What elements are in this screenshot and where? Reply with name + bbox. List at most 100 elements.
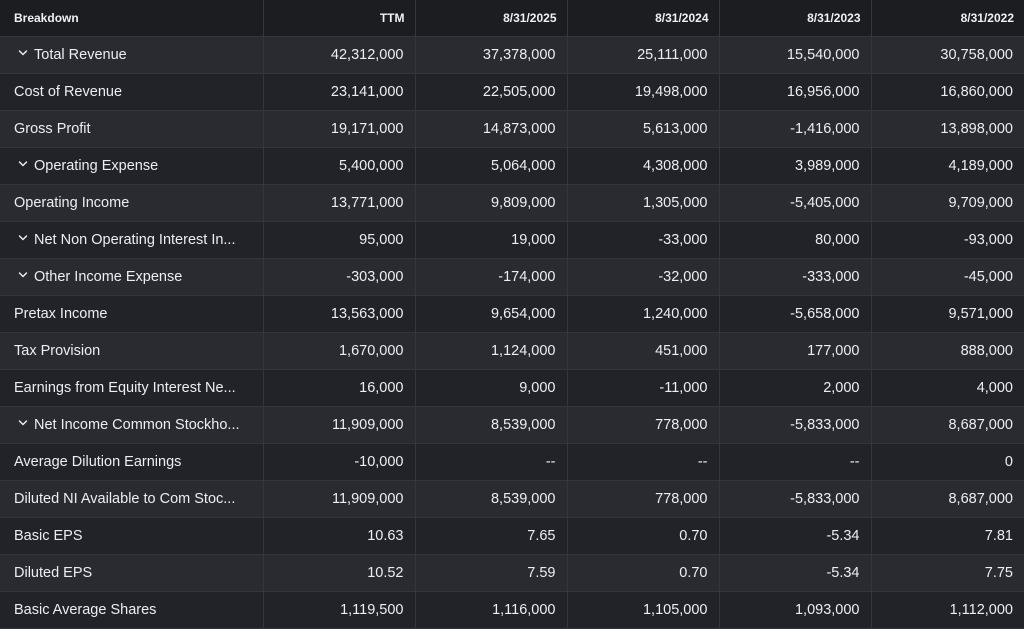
cell-ttm: 16,000: [263, 369, 416, 407]
cell-2022: 8,687,000: [871, 406, 1024, 444]
row-label-text: Basic Average Shares: [14, 602, 157, 619]
cell-2022: 888,000: [871, 332, 1024, 370]
row-label: Cost of Revenue: [0, 73, 264, 111]
cell-2025: 8,539,000: [415, 406, 568, 444]
header-period-2024: 8/31/2024: [567, 0, 720, 37]
row-label: Basic Average Shares: [0, 591, 264, 629]
table-row: Basic Average Shares 1,119,500 1,116,000 1,…: [0, 591, 1024, 629]
row-label-expandable[interactable]: Net Non Operating Interest In...: [0, 221, 264, 259]
cell-2024: 778,000: [567, 480, 720, 518]
cell-ttm: 13,771,000: [263, 184, 416, 222]
table-row[interactable]: Total Revenue 42,312,000 37,378,000 25,111,…: [0, 36, 1024, 74]
table-row: Gross Profit 19,171,000 14,873,000 5,613,00…: [0, 110, 1024, 148]
cell-2025: 9,654,000: [415, 295, 568, 333]
cell-2024: 451,000: [567, 332, 720, 370]
row-label-expandable[interactable]: Net Income Common Stockho...: [0, 406, 264, 444]
chevron-down-icon[interactable]: [18, 270, 28, 280]
cell-2025: 9,000: [415, 369, 568, 407]
cell-2023: 15,540,000: [719, 36, 872, 74]
cell-2023: -5,833,000: [719, 406, 872, 444]
chevron-down-icon[interactable]: [18, 233, 28, 243]
cell-2024: -11,000: [567, 369, 720, 407]
table-row[interactable]: Other Income Expense -303,000 -174,000 -32,…: [0, 258, 1024, 296]
row-label-expandable[interactable]: Operating Expense: [0, 147, 264, 185]
cell-2024: -32,000: [567, 258, 720, 296]
cell-2024: 0.70: [567, 517, 720, 555]
cell-2023: --: [719, 443, 872, 481]
row-label: Gross Profit: [0, 110, 264, 148]
cell-2025: 7.59: [415, 554, 568, 592]
table-row: Tax Provision 1,670,000 1,124,000 451,000 17…: [0, 332, 1024, 370]
cell-ttm: -303,000: [263, 258, 416, 296]
row-label: Diluted NI Available to Com Stoc...: [0, 480, 264, 518]
cell-2024: 0.70: [567, 554, 720, 592]
cell-2023: 1,093,000: [719, 591, 872, 629]
table-row[interactable]: Operating Expense 5,400,000 5,064,000 4,308…: [0, 147, 1024, 185]
row-label-text: Tax Provision: [14, 343, 101, 360]
cell-2025: 19,000: [415, 221, 568, 259]
cell-ttm: 95,000: [263, 221, 416, 259]
cell-2022: 7.75: [871, 554, 1024, 592]
cell-2023: -5.34: [719, 517, 872, 555]
row-label-text: Total Revenue: [34, 47, 127, 64]
table-row[interactable]: Net Non Operating Interest In... 95,000 19…: [0, 221, 1024, 259]
cell-2025: 22,505,000: [415, 73, 568, 111]
row-label-text: Gross Profit: [14, 121, 91, 138]
cell-2022: 0: [871, 443, 1024, 481]
chevron-down-icon[interactable]: [18, 159, 28, 169]
table-row: Earnings from Equity Interest Ne... 16,00…: [0, 369, 1024, 407]
cell-ttm: 11,909,000: [263, 406, 416, 444]
cell-2023: -5,658,000: [719, 295, 872, 333]
header-period-2022: 8/31/2022: [871, 0, 1024, 37]
table-row: Diluted NI Available to Com Stoc... 11,90…: [0, 480, 1024, 518]
cell-2025: 5,064,000: [415, 147, 568, 185]
chevron-down-icon[interactable]: [18, 418, 28, 428]
cell-2023: 16,956,000: [719, 73, 872, 111]
cell-2025: 14,873,000: [415, 110, 568, 148]
header-ttm: TTM: [263, 0, 416, 37]
row-label-text: Other Income Expense: [34, 269, 183, 286]
cell-ttm: 13,563,000: [263, 295, 416, 333]
row-label-expandable[interactable]: Total Revenue: [0, 36, 264, 74]
row-label: Operating Income: [0, 184, 264, 222]
row-label-text: Average Dilution Earnings: [14, 454, 182, 471]
cell-ttm: 5,400,000: [263, 147, 416, 185]
row-label-text: Basic EPS: [14, 528, 83, 545]
cell-2024: 1,105,000: [567, 591, 720, 629]
chevron-down-icon[interactable]: [18, 48, 28, 58]
cell-2023: -5,405,000: [719, 184, 872, 222]
table-row: Cost of Revenue 23,141,000 22,505,000 19,49…: [0, 73, 1024, 111]
cell-ttm: 1,670,000: [263, 332, 416, 370]
header-period-2025: 8/31/2025: [415, 0, 568, 37]
row-label: Diluted EPS: [0, 554, 264, 592]
cell-2025: 8,539,000: [415, 480, 568, 518]
cell-2022: 7.81: [871, 517, 1024, 555]
cell-2022: 9,709,000: [871, 184, 1024, 222]
row-label: Tax Provision: [0, 332, 264, 370]
cell-2022: 30,758,000: [871, 36, 1024, 74]
cell-2024: 25,111,000: [567, 36, 720, 74]
row-label-text: Operating Income: [14, 195, 130, 212]
row-label-text: Net Non Operating Interest In...: [34, 232, 236, 249]
cell-2024: -33,000: [567, 221, 720, 259]
row-label: Average Dilution Earnings: [0, 443, 264, 481]
cell-2022: -93,000: [871, 221, 1024, 259]
cell-ttm: 10.52: [263, 554, 416, 592]
row-label-expandable[interactable]: Other Income Expense: [0, 258, 264, 296]
cell-ttm: 42,312,000: [263, 36, 416, 74]
header-breakdown: Breakdown: [0, 0, 264, 37]
cell-ttm: -10,000: [263, 443, 416, 481]
cell-2023: -333,000: [719, 258, 872, 296]
cell-ttm: 1,119,500: [263, 591, 416, 629]
cell-2025: 37,378,000: [415, 36, 568, 74]
cell-2023: -5,833,000: [719, 480, 872, 518]
row-label-text: Earnings from Equity Interest Ne...: [14, 380, 236, 397]
table-header: Breakdown TTM 8/31/2025 8/31/2024 8/31/2…: [0, 0, 1024, 37]
cell-2024: 1,305,000: [567, 184, 720, 222]
row-label: Earnings from Equity Interest Ne...: [0, 369, 264, 407]
cell-2024: 4,308,000: [567, 147, 720, 185]
header-period-2023: 8/31/2023: [719, 0, 872, 37]
table-row: Diluted EPS 10.52 7.59 0.70 -5.34 7.75: [0, 554, 1024, 592]
table-body: Total Revenue 42,312,000 37,378,000 25,111,…: [0, 36, 1024, 629]
table-row[interactable]: Net Income Common Stockho... 11,909,000 8,…: [0, 406, 1024, 444]
